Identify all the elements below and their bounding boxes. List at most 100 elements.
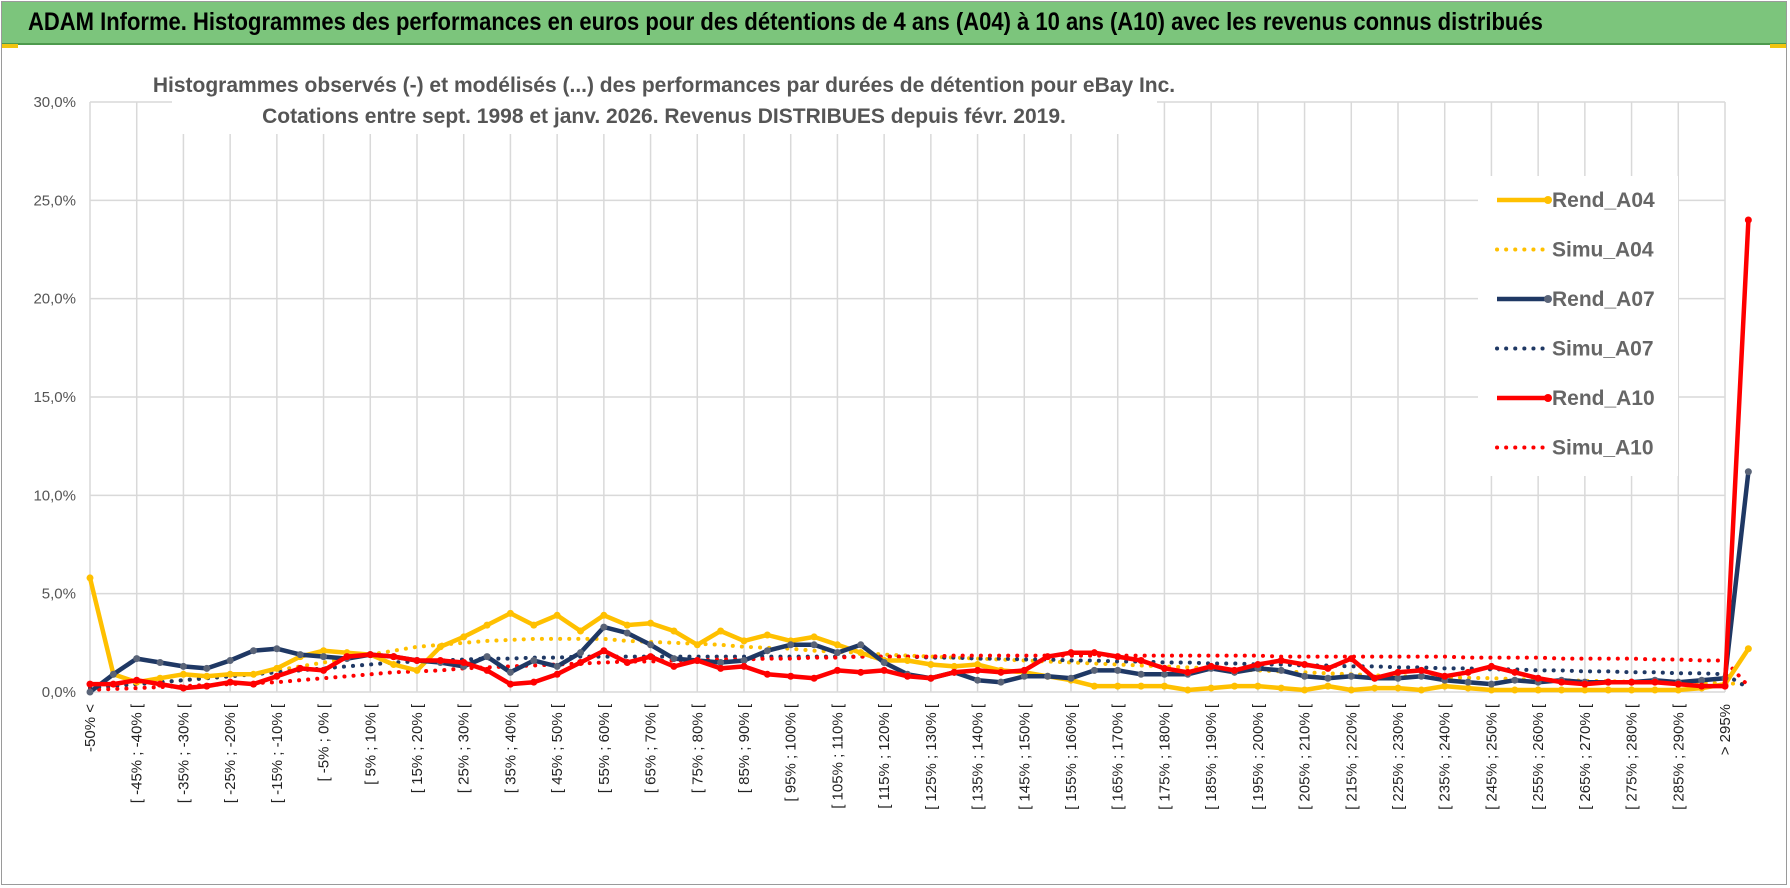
data-point	[974, 660, 982, 668]
legend-background	[1478, 176, 1678, 476]
data-point	[1371, 684, 1379, 692]
data-point	[1394, 684, 1402, 692]
data-point	[553, 670, 561, 678]
legend-item-simu-a07: Simu_A07	[1495, 338, 1654, 361]
data-point	[1651, 686, 1659, 694]
data-point	[857, 649, 865, 657]
data-point	[740, 637, 748, 645]
data-point	[156, 680, 164, 688]
legend-item-simu-a10: Simu_A10	[1495, 437, 1654, 460]
data-point	[156, 674, 164, 682]
data-point	[553, 611, 561, 619]
x-tick-label: [ 25% ; 30% [	[456, 703, 473, 793]
x-tick-label: [ 105% ; 110% [	[829, 703, 846, 809]
data-point	[483, 621, 491, 629]
y-tick-label: 5,0%	[42, 586, 76, 603]
data-point	[1254, 682, 1262, 690]
data-point	[1114, 653, 1122, 661]
data-point	[1487, 686, 1495, 694]
x-tick-label: [ -45% ; -40% [	[129, 703, 146, 803]
data-point	[670, 627, 678, 635]
data-point	[810, 641, 818, 649]
x-tick-label: [ 215% ; 220% [	[1343, 703, 1360, 810]
data-point	[904, 672, 911, 680]
data-point	[1511, 686, 1519, 694]
data-point	[109, 670, 117, 678]
data-point	[810, 674, 818, 682]
data-point	[1301, 686, 1309, 694]
data-point	[1744, 468, 1752, 476]
data-point	[717, 627, 725, 635]
y-tick-label: 10,0%	[33, 487, 76, 504]
data-point	[1417, 672, 1425, 680]
data-point	[1277, 684, 1285, 692]
data-point	[530, 678, 538, 686]
data-point	[1511, 668, 1519, 676]
series-line	[90, 219, 1751, 691]
data-point	[530, 621, 538, 629]
data-point	[670, 655, 678, 663]
data-point	[1487, 680, 1495, 688]
data-point	[320, 666, 328, 674]
x-tick-label: [ 225% ; 230% [	[1390, 703, 1407, 810]
data-point	[1558, 678, 1565, 686]
data-point	[1628, 678, 1636, 686]
data-point	[483, 666, 491, 674]
legend-label: Simu_A10	[1552, 437, 1654, 460]
data-point	[226, 678, 234, 686]
data-point	[833, 641, 841, 649]
data-point	[600, 623, 608, 631]
data-point	[156, 659, 164, 666]
x-tick-label: [ 135% ; 140% [	[970, 703, 987, 810]
legend-label: Simu_A04	[1552, 239, 1654, 262]
data-point	[1324, 674, 1332, 682]
data-point	[927, 674, 935, 682]
data-point	[647, 641, 655, 649]
x-axis: -50% < [ -45% ; -40% [[ -35% ; -30% [[ -2…	[82, 703, 1734, 810]
data-point	[1090, 666, 1098, 674]
data-point	[133, 676, 141, 684]
data-point	[1534, 674, 1542, 682]
data-point	[857, 641, 865, 649]
data-point	[133, 655, 141, 663]
data-point	[904, 657, 911, 665]
data-point	[880, 659, 888, 666]
data-point	[506, 609, 514, 617]
data-point	[1604, 678, 1612, 686]
data-point	[1347, 655, 1355, 663]
chart-series	[86, 216, 1752, 696]
data-point	[296, 651, 304, 659]
data-point	[1558, 686, 1565, 694]
y-tick-label: 20,0%	[33, 291, 76, 308]
x-tick-label: [ 55% ; 60% [	[596, 703, 613, 793]
data-point	[997, 668, 1005, 676]
data-point	[179, 670, 187, 678]
data-point	[483, 653, 491, 661]
data-point	[1137, 657, 1145, 665]
data-point	[250, 647, 257, 655]
y-tick-label: 30,0%	[33, 94, 76, 111]
data-point	[577, 659, 584, 666]
data-point	[1044, 653, 1052, 661]
data-point	[1744, 645, 1752, 653]
data-point	[1721, 682, 1729, 690]
data-point	[1184, 668, 1192, 676]
data-point	[1394, 674, 1402, 682]
data-point	[320, 647, 328, 655]
data-point	[1744, 216, 1752, 224]
data-point	[1231, 666, 1238, 674]
legend-item-rend-a04: Rend_A04	[1497, 189, 1655, 212]
data-point	[203, 682, 211, 690]
data-point	[927, 660, 935, 668]
data-point	[1464, 684, 1472, 692]
data-point	[1090, 682, 1098, 690]
data-point	[1020, 666, 1028, 674]
data-point	[1301, 660, 1309, 668]
data-point	[1137, 682, 1145, 690]
data-point	[717, 659, 725, 666]
data-point	[1464, 678, 1472, 686]
data-point	[1417, 686, 1425, 694]
x-tick-label: [ 175% ; 180% [	[1156, 703, 1173, 810]
series-rend-a10	[86, 216, 1752, 692]
corner-accent-left	[2, 44, 18, 48]
